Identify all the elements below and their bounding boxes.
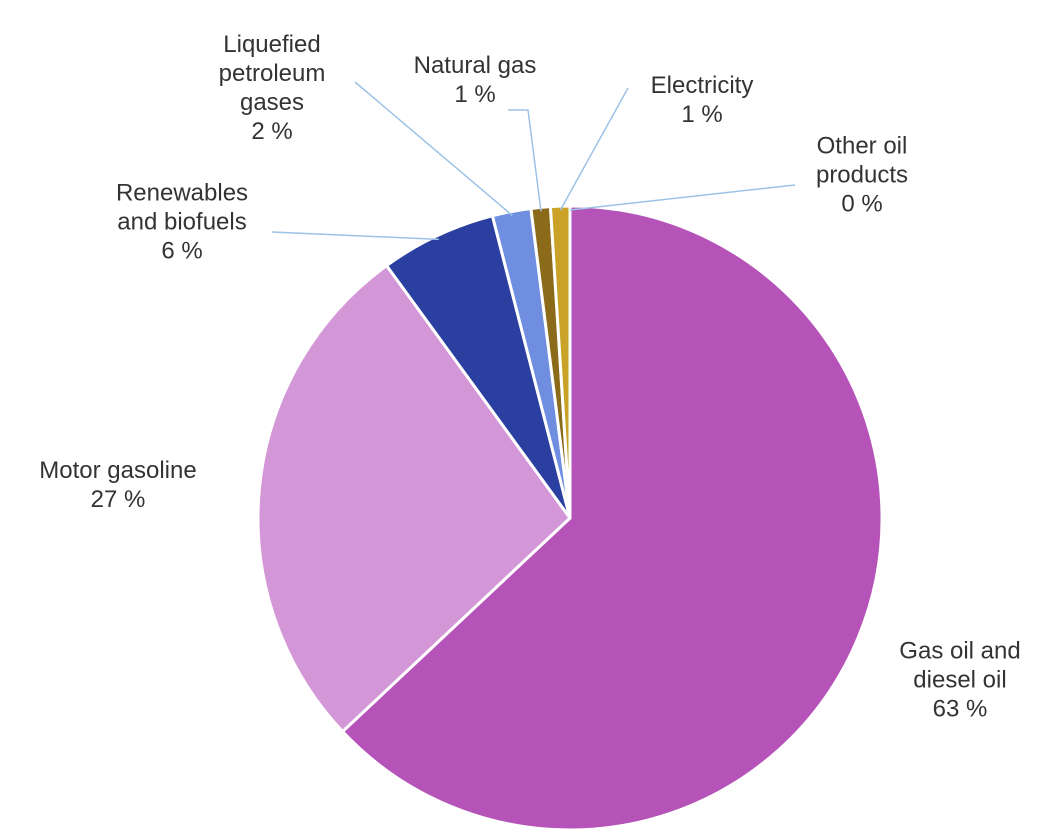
slice-name: Liquefied petroleum gases — [218, 31, 326, 116]
pie-slice — [341, 204, 884, 830]
slice-label: Other oil products 0 % — [792, 132, 932, 219]
leader-line — [508, 109, 542, 212]
slice-name: Motor gasoline — [39, 457, 197, 484]
slice-value: 63 % — [932, 695, 988, 723]
slice-name: Gas oil and diesel oil — [899, 637, 1021, 694]
slice-label: Gas oil and diesel oil 63 % — [885, 637, 1035, 724]
leader-line — [559, 87, 629, 211]
slice-name: Electricity — [650, 72, 754, 99]
slice-value: 2 % — [251, 118, 293, 145]
slice-value: 27 % — [90, 486, 146, 513]
slice-name: Other oil products — [815, 132, 909, 189]
slice-value: 6 % — [161, 237, 203, 265]
slice-label: Electricity 1 % — [602, 71, 802, 129]
slice-label: Renewables and biofuels 6 % — [97, 179, 267, 266]
leader-line — [569, 184, 796, 211]
slice-label: Liquefied petroleum gases 2 % — [207, 30, 337, 146]
slice-label: Natural gas 1 % — [375, 51, 575, 109]
slice-value: 1 % — [454, 81, 496, 108]
slice-label: Motor gasoline 27 % — [0, 456, 238, 514]
leader-line — [271, 231, 439, 241]
slice-value: 1 % — [681, 101, 723, 128]
leader-line — [354, 81, 513, 217]
slice-value: 0 % — [841, 190, 883, 218]
slice-name: Natural gas — [413, 52, 537, 79]
slice-name: Renewables and biofuels — [115, 179, 249, 236]
pie-slice — [256, 264, 572, 734]
